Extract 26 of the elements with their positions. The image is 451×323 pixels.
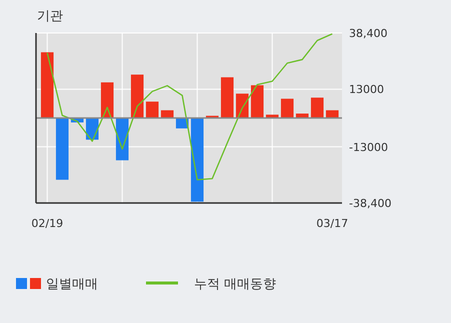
y-tick-label: -38,400 [349,197,392,210]
bar [56,118,69,180]
bar [190,118,204,202]
line-series [46,33,333,180]
bar [130,74,144,118]
bar [280,98,294,118]
y-tick-label: 13000 [349,83,384,96]
legend-line: 누적 매매동향 [146,277,276,292]
legend-label: 누적 매매동향 [194,277,276,292]
bar [326,110,339,118]
bar [146,102,159,118]
bar [310,98,324,118]
bar [296,114,309,118]
bar [220,77,234,118]
chart-title: 기관 [37,9,63,24]
bar [100,82,114,118]
y-tick-label: -13000 [349,140,388,154]
legend-bar: 일별매매 [16,277,98,292]
bar [40,52,54,118]
x-tick-label: 02/19 [31,217,64,230]
bar [250,85,264,118]
bar [160,110,174,118]
x-tick-label: 03/17 [316,217,348,230]
y-tick-label: 38,400 [349,27,388,40]
bar [266,114,279,118]
legend-label: 일별매매 [46,277,98,292]
